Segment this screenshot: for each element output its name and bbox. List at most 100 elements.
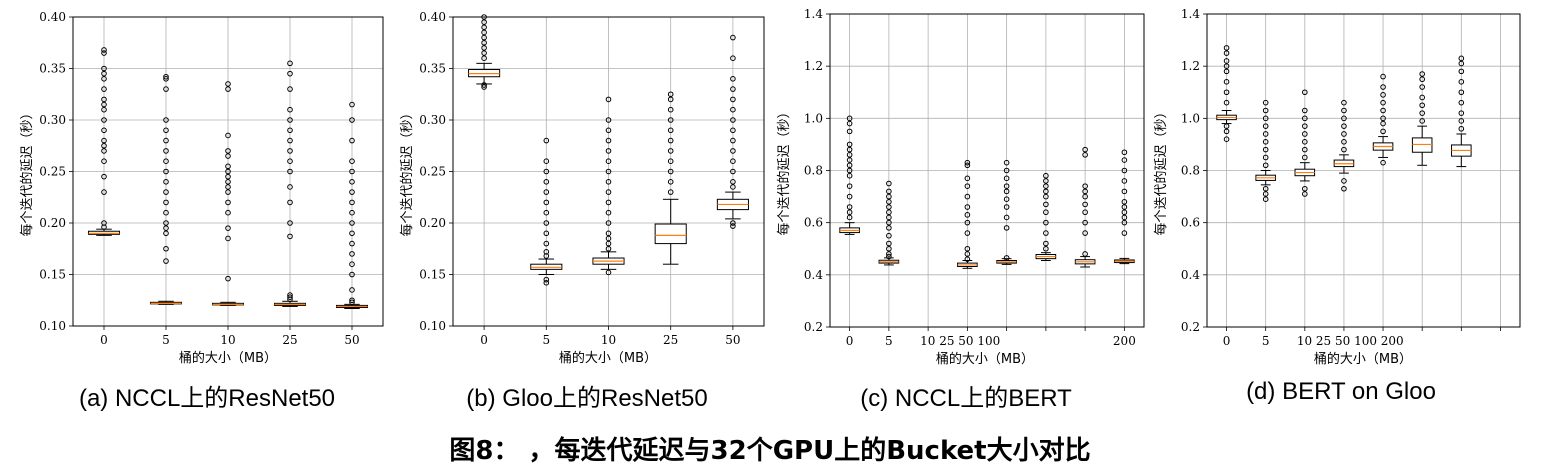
x-tick-label: 0	[1223, 334, 1231, 348]
flier-point	[605, 179, 612, 185]
flier-point	[481, 82, 487, 88]
box-5	[1255, 99, 1276, 202]
flier-point	[1003, 225, 1010, 231]
x-axis-label: 桶的大小（MB）	[179, 350, 277, 366]
flier-point	[349, 189, 355, 195]
flier-point	[667, 117, 674, 123]
y-tick-label: 0.15	[419, 268, 446, 282]
flier-point	[730, 223, 736, 229]
flier-point	[730, 34, 736, 41]
flier-point	[964, 230, 971, 236]
flier-point	[225, 275, 231, 282]
flier-point	[1302, 139, 1308, 145]
flier-point	[163, 189, 169, 195]
box-5	[530, 137, 563, 286]
flier-point	[846, 167, 853, 174]
flier-point	[1121, 214, 1128, 221]
flier-point	[886, 219, 892, 226]
flier-point	[481, 24, 487, 31]
x-axis-label: 桶的大小（MB）	[936, 351, 1034, 367]
flier-point	[1302, 154, 1308, 161]
flier-point	[481, 34, 487, 41]
flier-point	[886, 253, 892, 260]
y-tick-label: 0.6	[1181, 216, 1200, 230]
flier-point	[605, 240, 612, 247]
flier-point	[1262, 131, 1269, 137]
y-tick-label: 1.0	[1181, 111, 1200, 125]
flier-point	[481, 29, 487, 36]
flier-point	[1223, 123, 1230, 129]
flier-point	[1003, 188, 1010, 195]
flier-point	[1380, 159, 1386, 166]
flier-point	[349, 299, 355, 306]
flier-point	[846, 183, 853, 189]
flier-point	[163, 179, 169, 185]
y-axis-label: 每个迭代的延迟（秒）	[19, 106, 35, 236]
flier-point	[730, 168, 736, 175]
flier-point	[101, 86, 107, 92]
flier-point	[1223, 58, 1230, 64]
flier-point	[349, 297, 355, 304]
y-tick-label: 1.2	[804, 59, 823, 73]
flier-point	[1121, 167, 1128, 174]
flier-point	[730, 158, 736, 164]
flier-point	[1003, 159, 1010, 166]
y-tick-label: 0.4	[1181, 268, 1200, 282]
flier-point	[163, 245, 169, 252]
flier-point	[730, 76, 736, 82]
y-tick-label: 0.6	[804, 216, 823, 230]
flier-point	[543, 276, 550, 283]
box-50	[716, 34, 749, 229]
box-100	[1035, 172, 1057, 261]
flier-point	[1262, 123, 1269, 129]
flier-point	[163, 86, 169, 92]
flier-point	[886, 214, 892, 221]
flier-point	[225, 163, 231, 170]
flier-point	[886, 240, 892, 247]
box-25	[957, 159, 978, 269]
flier-point	[1341, 99, 1347, 106]
flier-point	[846, 128, 853, 135]
box-10	[592, 96, 625, 276]
box-iqr	[1411, 137, 1433, 153]
flier-point	[605, 189, 612, 195]
flier-point	[1003, 204, 1010, 210]
flier-point	[287, 127, 293, 134]
flier-point	[287, 158, 293, 164]
y-tick-label: 1.4	[1181, 7, 1200, 21]
flier-point	[886, 225, 892, 231]
flier-point	[1043, 209, 1049, 216]
flier-point	[225, 86, 231, 92]
x-tick-label: 0	[100, 333, 108, 347]
flier-point	[1043, 172, 1049, 179]
flier-point	[1082, 146, 1088, 153]
flier-point	[1223, 89, 1230, 96]
flier-point	[1121, 204, 1128, 210]
flier-point	[481, 84, 487, 90]
flier-point	[1341, 178, 1347, 184]
y-tick-label: 0.20	[39, 216, 66, 230]
flier-point	[101, 142, 107, 149]
flier-point	[605, 168, 612, 175]
flier-point	[287, 233, 293, 240]
flier-point	[287, 199, 293, 206]
flier-point	[101, 158, 107, 164]
flier-point	[349, 158, 355, 164]
flier-point	[543, 220, 550, 226]
x-tick-label: 10 25 50 100	[920, 334, 1000, 348]
box-50	[336, 101, 368, 309]
flier-point	[667, 96, 674, 103]
flier-point	[101, 96, 107, 103]
flier-point	[101, 137, 107, 144]
flier-point	[1082, 183, 1088, 189]
flier-point	[667, 127, 674, 134]
flier-point	[287, 70, 293, 77]
flier-point	[101, 65, 107, 72]
flier-point	[605, 209, 612, 216]
box-5	[878, 180, 900, 266]
flier-point	[964, 256, 971, 262]
flier-point	[163, 117, 169, 123]
flier-point	[287, 86, 293, 92]
y-tick-label: 0.25	[39, 165, 66, 179]
